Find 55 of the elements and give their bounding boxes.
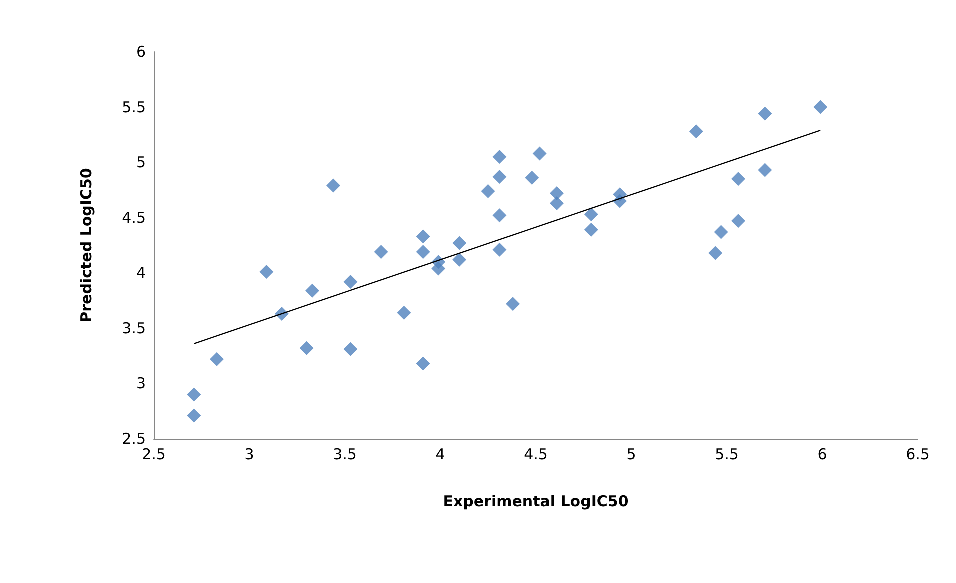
x-tick-label: 4.5 bbox=[524, 446, 548, 464]
y-tick-label: 6 bbox=[136, 43, 146, 61]
point bbox=[374, 245, 388, 260]
point bbox=[344, 274, 358, 289]
point bbox=[492, 208, 507, 223]
point bbox=[714, 225, 728, 240]
point bbox=[584, 208, 598, 222]
point bbox=[731, 214, 746, 228]
point bbox=[481, 184, 496, 198]
x-axis-title: Experimental LogIC50 bbox=[443, 492, 629, 510]
point bbox=[416, 356, 430, 371]
point bbox=[758, 163, 772, 178]
x-tick-label: 4 bbox=[436, 446, 446, 464]
point bbox=[525, 171, 540, 186]
y-tick-label: 3 bbox=[136, 374, 146, 393]
point bbox=[689, 124, 704, 139]
point bbox=[550, 196, 564, 210]
point bbox=[397, 306, 412, 320]
point bbox=[814, 100, 828, 114]
y-tick-label: 3.5 bbox=[122, 319, 146, 338]
y-tick-label: 2.5 bbox=[122, 430, 146, 448]
point bbox=[306, 284, 320, 298]
y-axis-title: Predicted LogIC50 bbox=[78, 168, 96, 323]
point bbox=[187, 408, 202, 423]
y-tick-label: 4.5 bbox=[122, 208, 146, 227]
point bbox=[210, 352, 224, 366]
x-tick-label: 5 bbox=[626, 446, 636, 464]
point bbox=[344, 342, 358, 356]
point bbox=[758, 106, 772, 121]
point bbox=[326, 178, 341, 193]
y-tick-label: 4 bbox=[136, 264, 146, 282]
point bbox=[708, 246, 723, 260]
point bbox=[506, 297, 520, 312]
point bbox=[416, 230, 430, 244]
x-tick-label: 3.5 bbox=[333, 446, 357, 464]
point bbox=[432, 262, 446, 276]
point bbox=[452, 236, 467, 250]
point bbox=[260, 265, 274, 280]
point bbox=[731, 172, 746, 186]
y-tick-label: 5.5 bbox=[122, 98, 146, 116]
point bbox=[584, 223, 598, 238]
point bbox=[452, 252, 467, 267]
point bbox=[300, 341, 314, 356]
x-tick-label: 3 bbox=[244, 446, 254, 464]
y-tick-label: 5 bbox=[136, 154, 146, 172]
point bbox=[492, 150, 507, 164]
x-tick-label: 5.5 bbox=[715, 446, 739, 464]
point bbox=[492, 242, 507, 257]
x-tick-label: 6.5 bbox=[906, 446, 930, 464]
point bbox=[416, 245, 430, 260]
point bbox=[187, 388, 202, 402]
point bbox=[550, 186, 564, 201]
point bbox=[532, 146, 547, 161]
point bbox=[492, 170, 507, 184]
x-tick-label: 6 bbox=[818, 446, 828, 464]
